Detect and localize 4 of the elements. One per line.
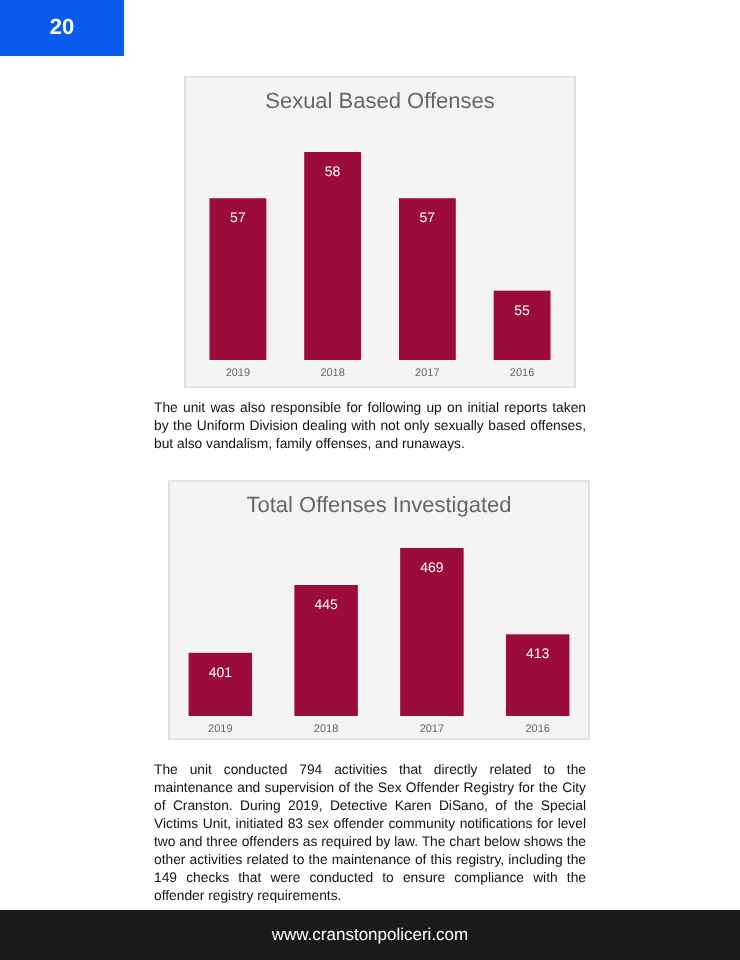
text: 20 xyxy=(0,0,124,56)
text: www.cranstonpoliceri.com xyxy=(0,910,740,960)
chart-title: Total Offenses Investigated xyxy=(246,494,512,518)
chart-title: Sexual Based Offenses xyxy=(265,90,496,114)
